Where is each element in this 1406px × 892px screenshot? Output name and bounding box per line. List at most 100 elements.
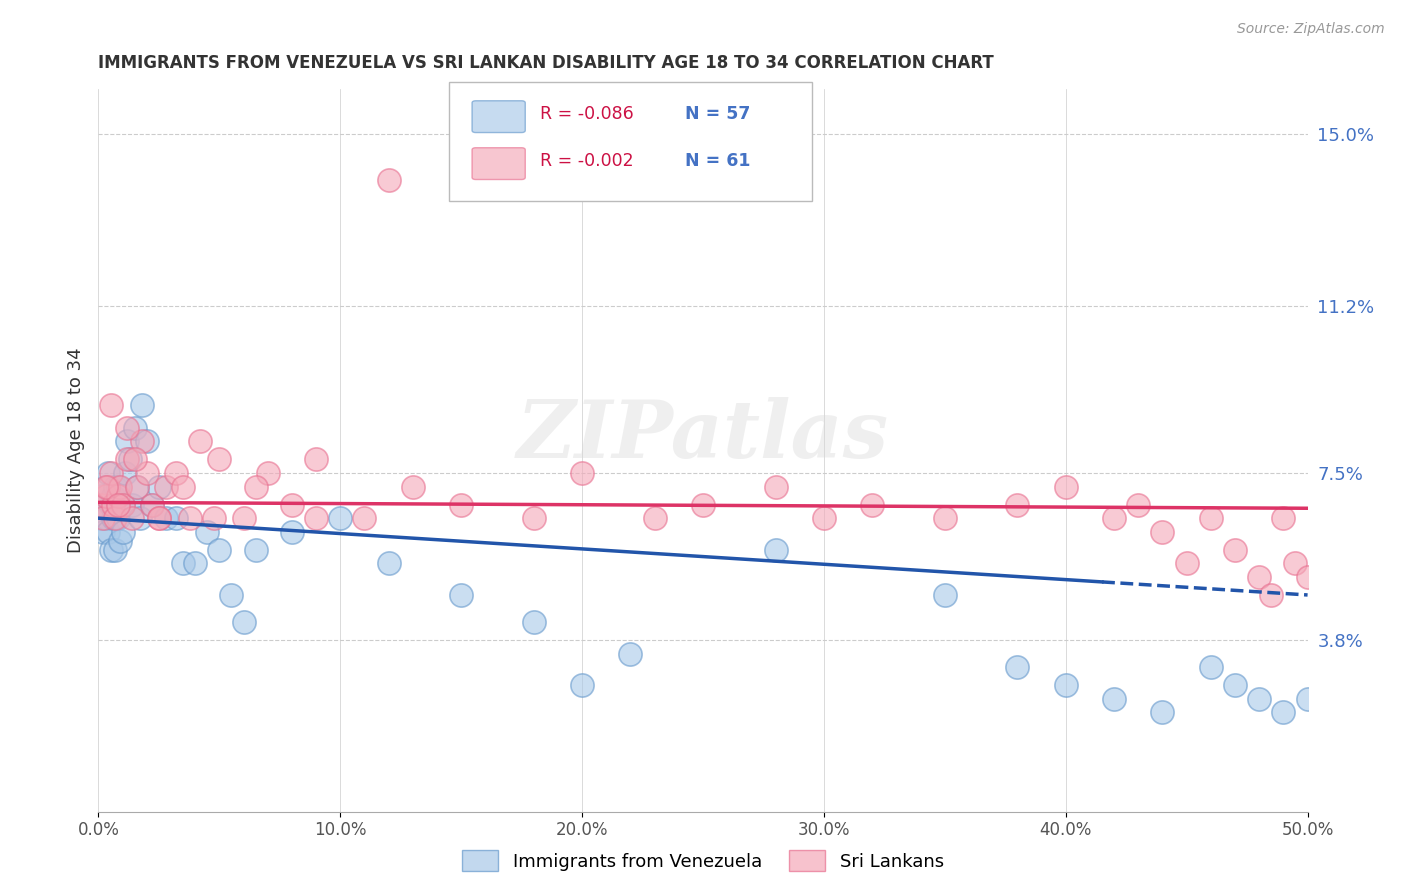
- Point: [94, 480, 117, 494]
- Point: [232, 615, 254, 629]
- Point: [148, 511, 170, 525]
- Point: [100, 466, 122, 480]
- Point: [104, 542, 127, 557]
- Point: [127, 480, 149, 494]
- Point: [1272, 511, 1295, 525]
- Point: [353, 511, 375, 525]
- Point: [101, 511, 124, 525]
- Point: [141, 498, 163, 512]
- Point: [1128, 498, 1150, 512]
- Point: [184, 557, 207, 571]
- Point: [100, 498, 122, 512]
- Point: [195, 524, 218, 539]
- Text: R = -0.086: R = -0.086: [540, 104, 634, 123]
- Point: [245, 542, 267, 557]
- Point: [117, 421, 139, 435]
- Point: [100, 398, 122, 412]
- Point: [256, 466, 278, 480]
- Point: [1296, 570, 1319, 584]
- Point: [934, 511, 956, 525]
- Point: [155, 480, 177, 494]
- Point: [813, 511, 835, 525]
- Point: [860, 498, 883, 512]
- Point: [108, 480, 131, 494]
- Point: [232, 511, 254, 525]
- Point: [692, 498, 714, 512]
- Point: [402, 480, 425, 494]
- Point: [107, 489, 129, 503]
- Point: [117, 452, 139, 467]
- Point: [571, 466, 593, 480]
- Point: [118, 452, 141, 467]
- Point: [523, 615, 546, 629]
- Point: [1284, 557, 1306, 571]
- Point: [1296, 691, 1319, 706]
- Point: [305, 452, 328, 467]
- FancyBboxPatch shape: [472, 148, 526, 179]
- Point: [90, 498, 112, 512]
- Point: [148, 480, 170, 494]
- FancyBboxPatch shape: [472, 101, 526, 133]
- Point: [1152, 524, 1174, 539]
- Point: [114, 466, 136, 480]
- Point: [1249, 570, 1271, 584]
- Point: [172, 480, 194, 494]
- Point: [127, 480, 149, 494]
- Point: [281, 498, 304, 512]
- Point: [208, 542, 231, 557]
- Point: [644, 511, 666, 525]
- Legend: Immigrants from Venezuela, Sri Lankans: Immigrants from Venezuela, Sri Lankans: [456, 843, 950, 879]
- Point: [148, 511, 170, 525]
- Point: [377, 557, 399, 571]
- Point: [101, 489, 124, 503]
- Point: [97, 524, 120, 539]
- Point: [104, 480, 127, 494]
- Point: [128, 511, 150, 525]
- Point: [104, 511, 127, 525]
- Point: [204, 511, 226, 525]
- Point: [305, 511, 328, 525]
- Point: [121, 511, 143, 525]
- Text: Source: ZipAtlas.com: Source: ZipAtlas.com: [1237, 22, 1385, 37]
- Point: [141, 498, 163, 512]
- Text: IMMIGRANTS FROM VENEZUELA VS SRI LANKAN DISABILITY AGE 18 TO 34 CORRELATION CHAR: IMMIGRANTS FROM VENEZUELA VS SRI LANKAN …: [98, 54, 994, 72]
- Point: [91, 524, 114, 539]
- Point: [1102, 691, 1125, 706]
- Text: R = -0.002: R = -0.002: [540, 152, 633, 169]
- Point: [94, 480, 117, 494]
- Point: [1260, 588, 1282, 602]
- Point: [165, 466, 187, 480]
- Point: [91, 498, 114, 512]
- Text: ZIPatlas: ZIPatlas: [517, 397, 889, 475]
- Point: [1223, 678, 1246, 692]
- Point: [934, 588, 956, 602]
- Point: [245, 480, 267, 494]
- Point: [377, 172, 399, 186]
- Point: [188, 434, 211, 449]
- Point: [329, 511, 352, 525]
- Point: [450, 498, 472, 512]
- Point: [450, 588, 472, 602]
- Point: [1102, 511, 1125, 525]
- Point: [1272, 706, 1295, 720]
- Point: [571, 678, 593, 692]
- Point: [108, 533, 131, 548]
- Point: [100, 542, 122, 557]
- Y-axis label: Disability Age 18 to 34: Disability Age 18 to 34: [66, 348, 84, 553]
- FancyBboxPatch shape: [449, 82, 811, 202]
- Point: [1175, 557, 1198, 571]
- Point: [765, 480, 787, 494]
- Point: [90, 511, 112, 525]
- Point: [1199, 660, 1222, 674]
- Point: [117, 434, 139, 449]
- Point: [765, 542, 787, 557]
- Point: [90, 489, 112, 503]
- Point: [208, 452, 231, 467]
- Point: [1054, 678, 1077, 692]
- Point: [94, 511, 117, 525]
- Text: N = 61: N = 61: [685, 152, 751, 169]
- Point: [1007, 660, 1029, 674]
- Point: [107, 511, 129, 525]
- Point: [131, 398, 153, 412]
- Point: [281, 524, 304, 539]
